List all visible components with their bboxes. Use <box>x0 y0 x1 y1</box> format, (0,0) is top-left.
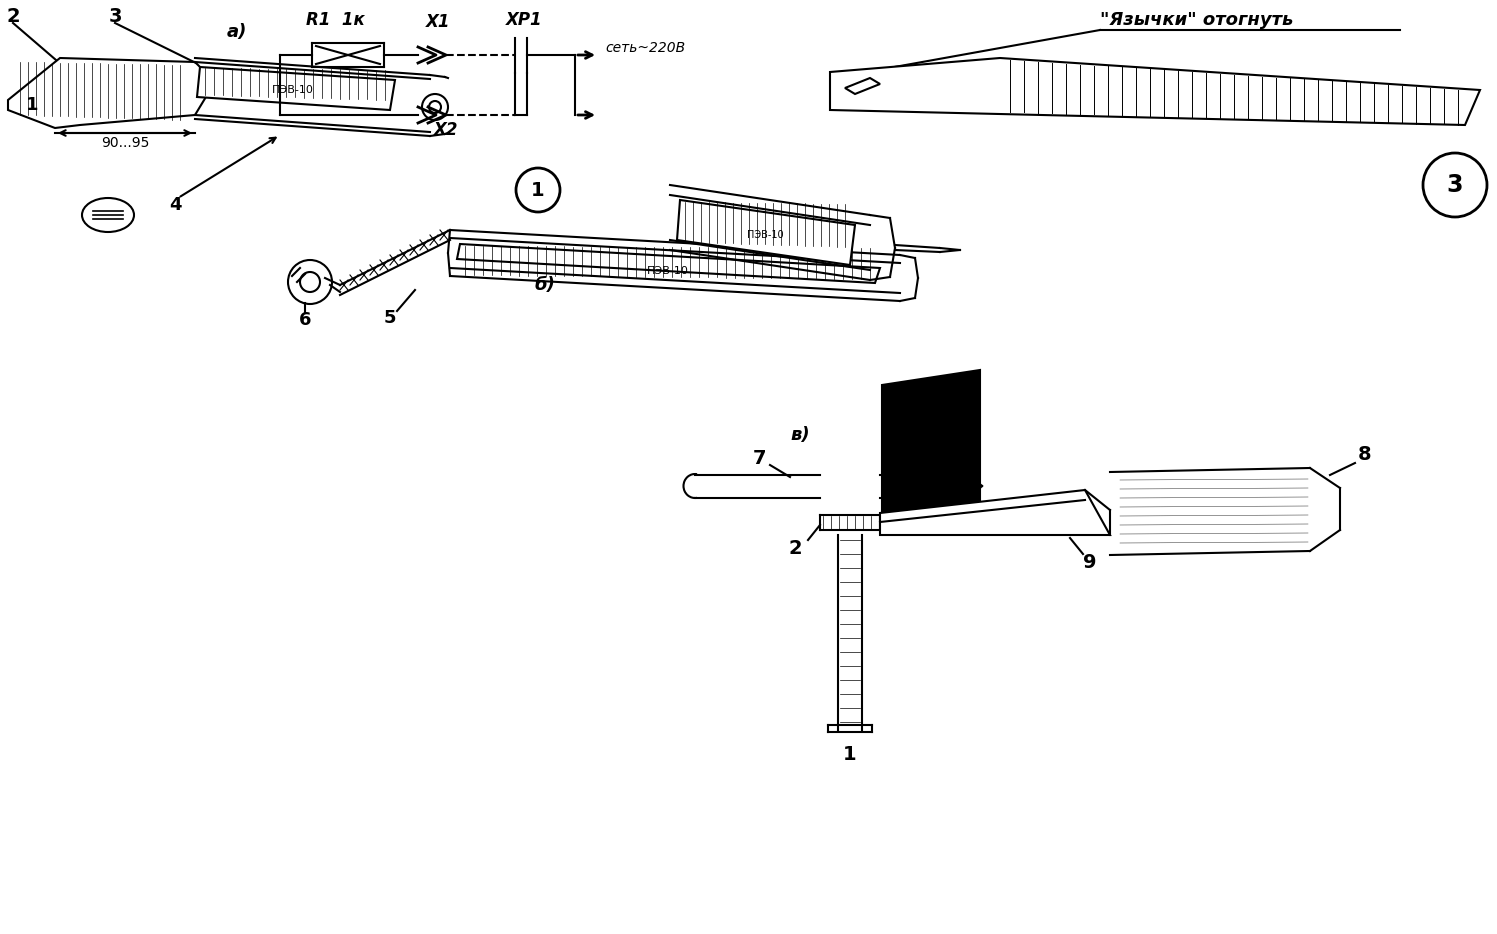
Text: 6: 6 <box>299 311 311 329</box>
Text: 1: 1 <box>843 745 856 765</box>
Text: X2: X2 <box>434 121 458 139</box>
Polygon shape <box>844 78 880 94</box>
Polygon shape <box>882 370 981 530</box>
Text: "Язычки" отогнуть: "Язычки" отогнуть <box>1100 11 1293 29</box>
Text: ПЭВ-10: ПЭВ-10 <box>272 85 314 95</box>
Polygon shape <box>677 200 855 265</box>
Polygon shape <box>457 244 880 283</box>
Text: в): в) <box>790 426 810 444</box>
Circle shape <box>287 260 332 304</box>
Text: 2: 2 <box>789 539 802 558</box>
Text: ПЭВ-10: ПЭВ-10 <box>747 230 783 240</box>
Text: 7: 7 <box>753 448 766 468</box>
Circle shape <box>516 168 560 212</box>
Text: сеть~220В: сеть~220В <box>605 41 686 55</box>
Text: XP1: XP1 <box>506 11 542 29</box>
Text: 9: 9 <box>1084 553 1097 572</box>
Circle shape <box>1424 153 1487 217</box>
Text: R1  1к: R1 1к <box>305 11 364 29</box>
Polygon shape <box>198 67 395 110</box>
Text: б): б) <box>534 276 555 294</box>
Text: 8: 8 <box>1358 446 1371 464</box>
Ellipse shape <box>82 198 135 232</box>
Text: 2: 2 <box>6 7 19 26</box>
Text: а): а) <box>228 23 247 41</box>
Circle shape <box>422 94 448 120</box>
Text: 1: 1 <box>531 180 545 200</box>
Text: 1: 1 <box>25 96 39 114</box>
Text: 90...95: 90...95 <box>100 136 150 150</box>
Text: 5: 5 <box>383 309 397 327</box>
Polygon shape <box>880 490 1109 535</box>
Text: 3: 3 <box>1446 173 1463 197</box>
Text: 3: 3 <box>108 7 121 26</box>
Polygon shape <box>7 58 216 128</box>
Text: X1: X1 <box>425 13 451 31</box>
Polygon shape <box>829 58 1481 125</box>
Text: 4: 4 <box>169 196 181 214</box>
Text: ПЭВ-10: ПЭВ-10 <box>647 266 689 276</box>
